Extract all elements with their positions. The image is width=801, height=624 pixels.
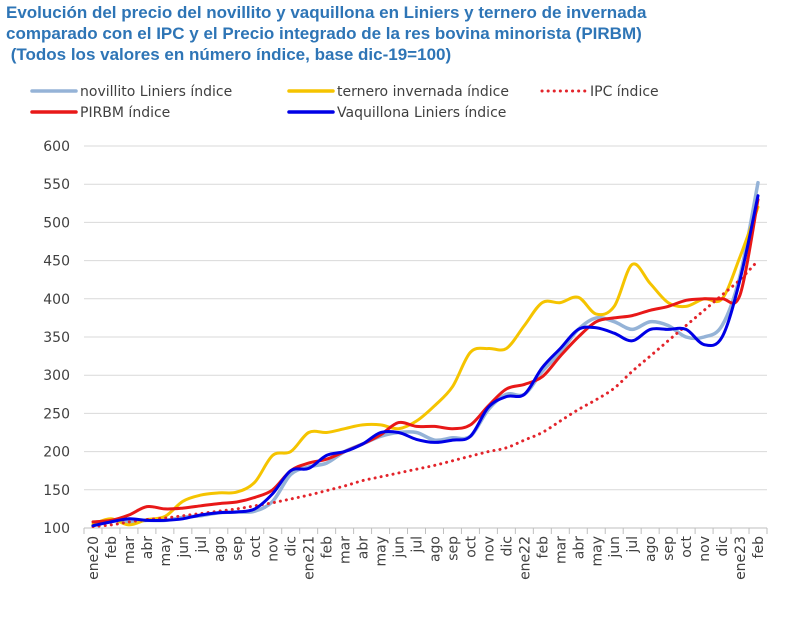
y-tick-label: 300 — [43, 368, 70, 384]
y-tick-label: 200 — [43, 445, 70, 461]
y-tick-label: 500 — [43, 215, 70, 231]
legend-label-pirbm-indice: PIRBM índice — [80, 105, 170, 121]
y-tick-label: 350 — [43, 330, 70, 346]
x-tick-label: dic — [499, 536, 515, 556]
y-tick-label: 100 — [43, 521, 70, 537]
x-tick-label: ene20 — [86, 536, 102, 580]
x-tick-label: nov — [266, 536, 282, 562]
y-tick-label: 600 — [43, 139, 70, 155]
legend-label-vaquillona-liniers-indice: Vaquillona Liniers índice — [337, 105, 506, 121]
y-tick-label: 450 — [43, 254, 70, 270]
x-tick-label: ene22 — [517, 536, 533, 580]
x-tick-label: jun — [392, 536, 408, 559]
series-line-ternero-invernada-indice — [91, 205, 760, 527]
x-tick-label: dic — [715, 536, 731, 556]
chart-title-line-1: Evolución del precio del novillito y vaq… — [6, 3, 647, 22]
x-tick-label: ago — [427, 536, 443, 562]
x-tick-label: ago — [643, 536, 659, 562]
x-tick-label: feb — [751, 536, 767, 559]
x-tick-label: ago — [212, 536, 228, 562]
chart-title-line-3: (Todos los valores en número índice, bas… — [6, 45, 452, 64]
x-tick-label: abr — [140, 536, 156, 559]
y-tick-label: 550 — [43, 177, 70, 193]
legend-label-novillito-liniers-indice: novillito Liniers índice — [80, 84, 232, 100]
x-tick-label: sep — [445, 536, 461, 561]
x-tick-label: jun — [607, 536, 623, 559]
legend: novillito Liniers índice ternero invernad… — [30, 84, 659, 121]
gridlines — [84, 145, 767, 529]
x-axis: ene20 feb mar abr may jun jul ago sep oct nov dic en… — [83, 528, 768, 580]
x-tick-label: mar — [553, 536, 569, 564]
series-line-novillito-liniers-indice — [91, 180, 760, 528]
x-tick-label: oct — [248, 536, 264, 558]
x-tick-label: mar — [122, 536, 138, 564]
x-tick-label: nov — [697, 536, 713, 562]
y-axis: 100 150 200 250 300 350 400 450 500 550 600 — [43, 139, 70, 537]
x-tick-label: jul — [410, 536, 426, 554]
series-line-ipc-indice — [91, 259, 760, 528]
y-tick-label: 150 — [43, 483, 70, 499]
legend-label-ternero-invernada-indice: ternero invernada índice — [337, 84, 509, 100]
x-tick-label: may — [158, 536, 174, 567]
x-tick-label: nov — [481, 536, 497, 562]
x-tick-label: jul — [194, 536, 210, 554]
series-lines — [91, 180, 760, 528]
x-tick-label: feb — [104, 536, 120, 559]
x-tick-label: dic — [284, 536, 300, 556]
x-tick-label: sep — [230, 536, 246, 561]
x-tick-label: jul — [625, 536, 641, 554]
chart-title: Evolución del precio del novillito y vaq… — [6, 2, 796, 65]
chart-title-line-2: comparado con el IPC y el Precio integra… — [6, 24, 642, 43]
y-tick-label: 250 — [43, 406, 70, 422]
x-tick-label: ene21 — [302, 536, 318, 580]
y-tick-label: 400 — [43, 292, 70, 308]
x-tick-label: oct — [463, 536, 479, 558]
x-tick-label: may — [374, 536, 390, 567]
series-line-pirbm-indice — [91, 198, 760, 524]
x-tick-label: abr — [571, 536, 587, 559]
x-tick-label: may — [589, 536, 605, 567]
x-tick-label: feb — [535, 536, 551, 559]
x-tick-label: jun — [176, 536, 192, 559]
legend-label-ipc-indice: IPC índice — [590, 84, 659, 100]
x-tick-label: ene23 — [733, 536, 749, 580]
x-tick-label: abr — [356, 536, 372, 559]
x-tick-label: feb — [320, 536, 336, 559]
x-tick-label: sep — [661, 536, 677, 561]
x-tick-label: oct — [679, 536, 695, 558]
series-line-vaquillona-liniers-indice — [91, 194, 760, 528]
x-tick-label: mar — [338, 536, 354, 564]
